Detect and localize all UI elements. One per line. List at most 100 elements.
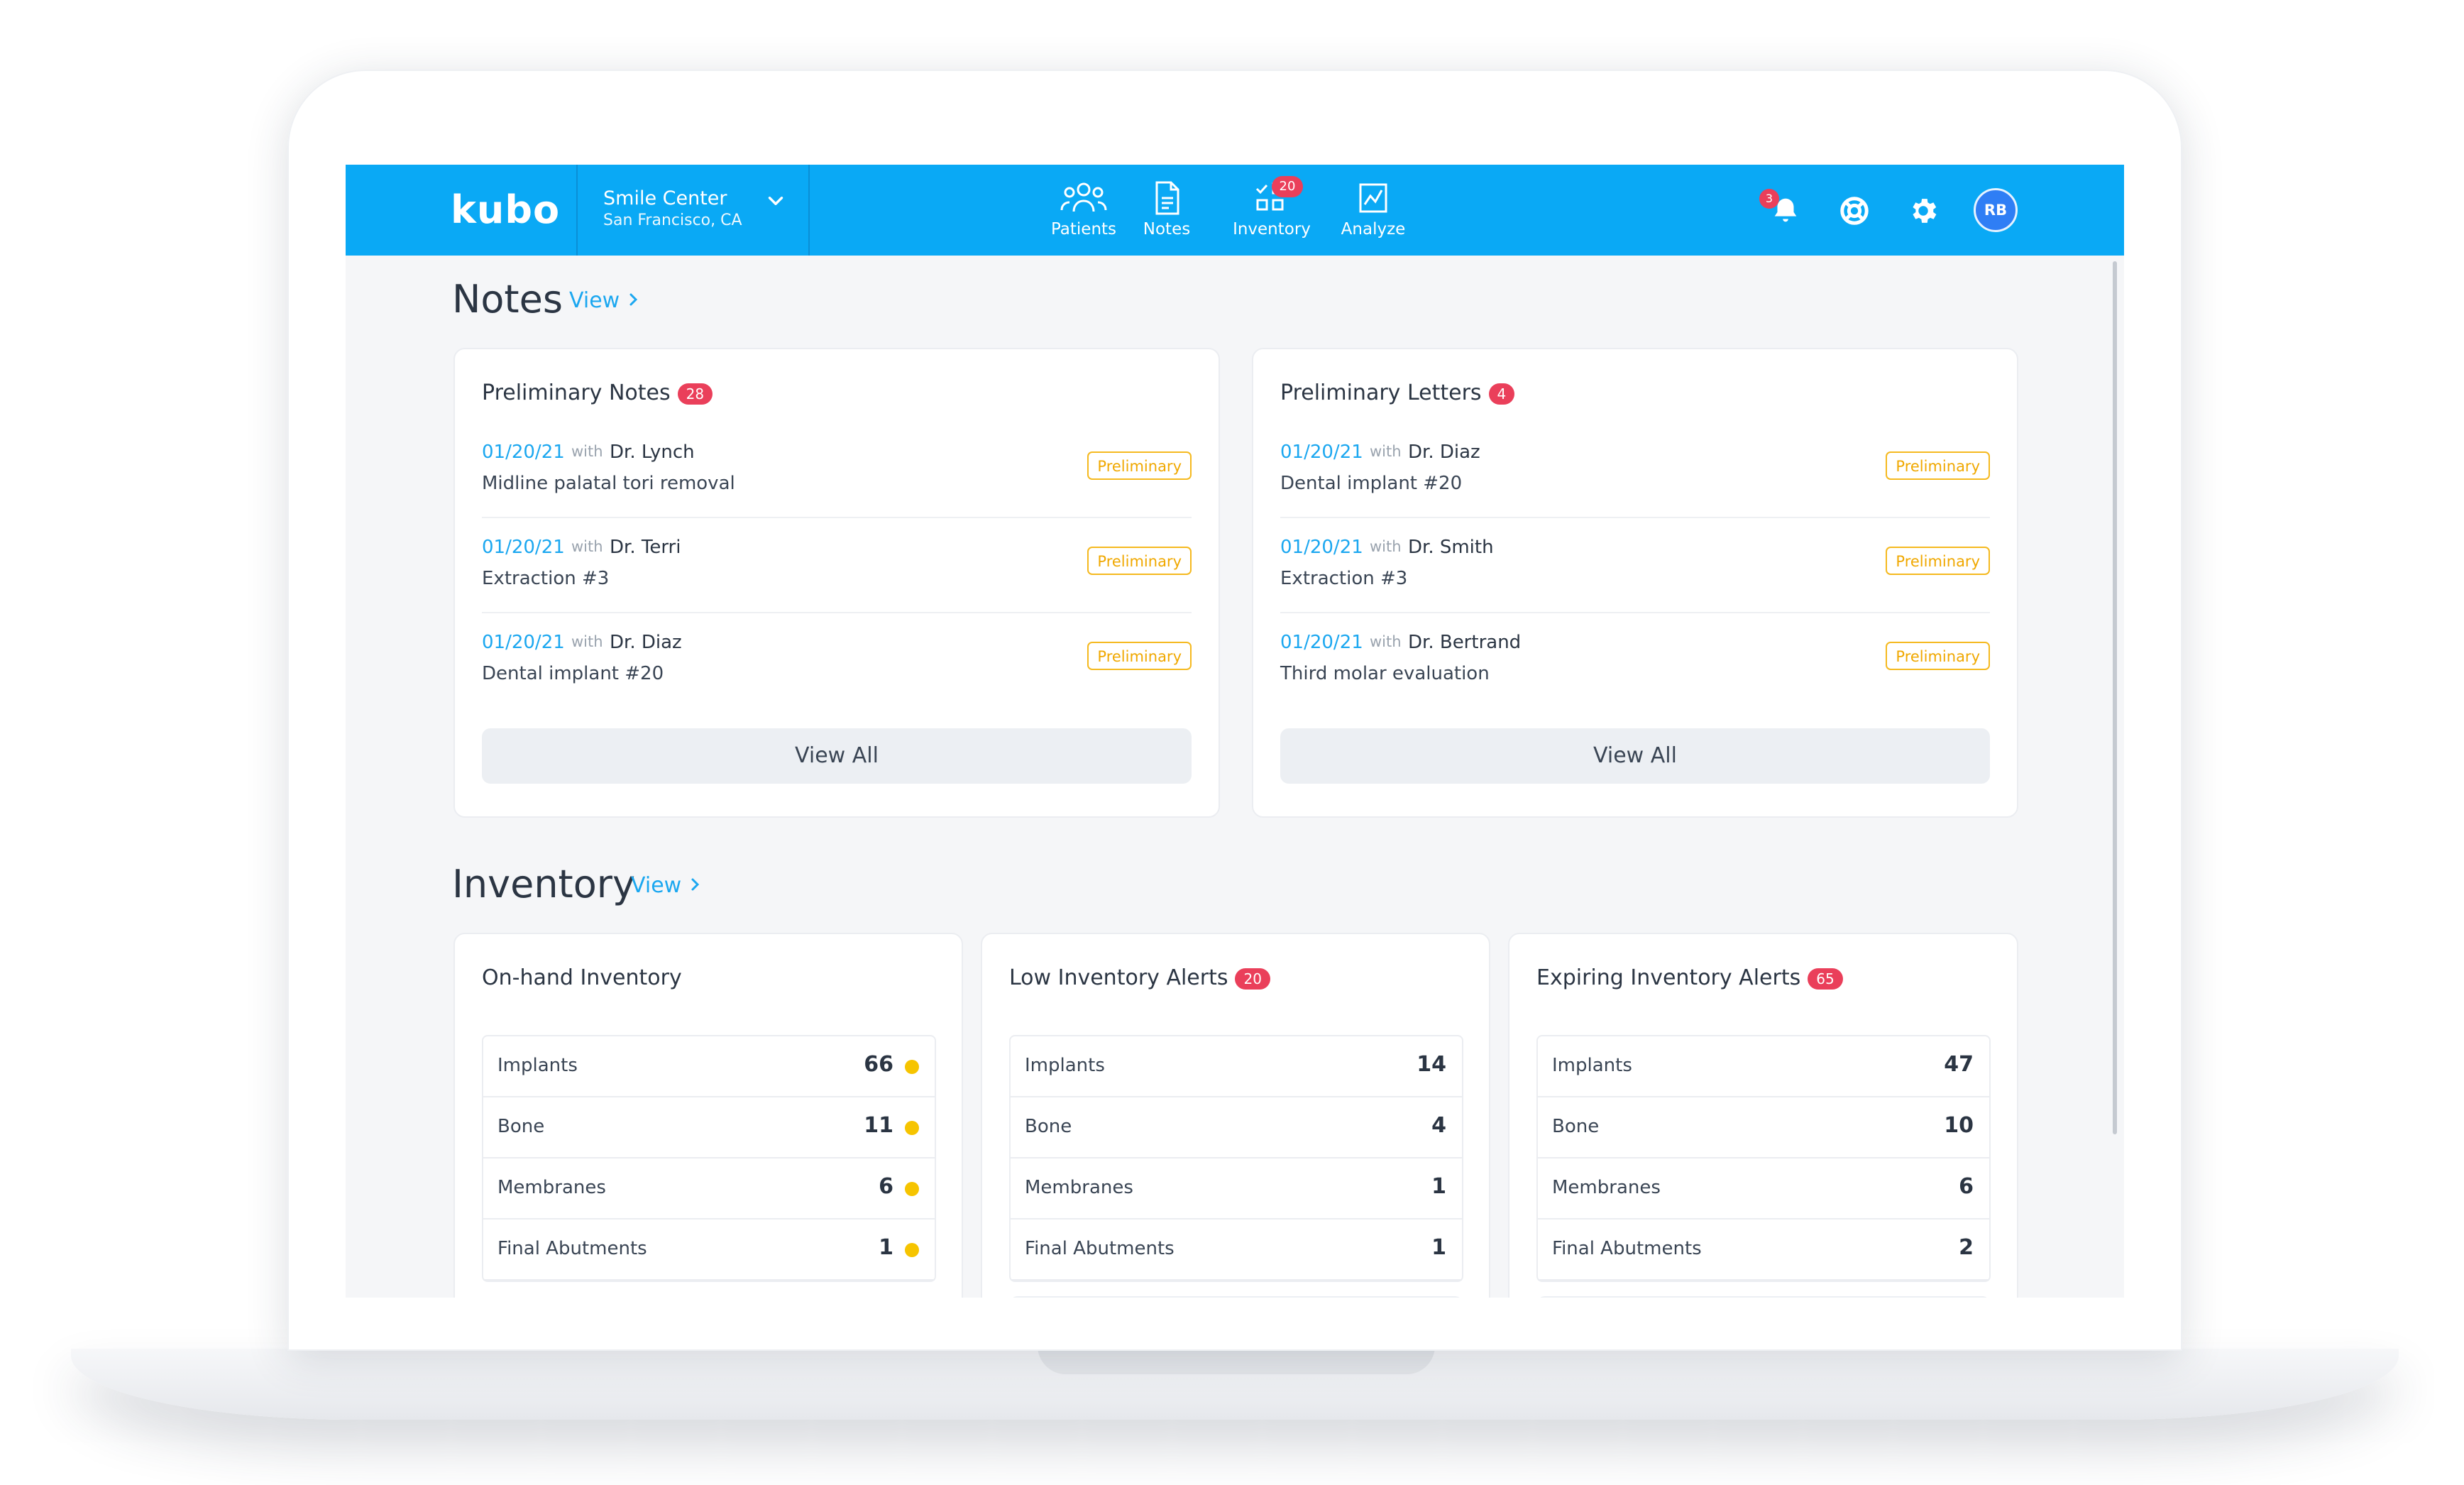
lifebuoy-icon [1840,197,1869,225]
patients-icon [1060,182,1107,212]
low-inventory-badge: 20 [1235,968,1270,990]
inventory-view-link[interactable]: View [631,873,703,898]
inventory-label: Bone [1552,1116,1600,1137]
low-inventory-alerts-card: Low Inventory Alerts 20 Implants 14 Bone … [981,933,1490,1298]
inventory-count: 1 [879,1235,893,1260]
nav-patients-label: Patients [1050,220,1117,239]
inventory-count: 1 [1431,1235,1446,1260]
notes-view-link[interactable]: View [569,288,641,313]
scrollbar[interactable] [2113,261,2117,1134]
clinic-name: Smile Center [603,187,727,209]
gear-icon [1913,199,1937,223]
note-row[interactable]: 01/20/21 with Dr. Diaz Dental implant #2… [482,612,1192,707]
card-title: Low Inventory Alerts 20 [1009,965,1270,990]
chevron-right-icon [691,878,699,891]
expiring-inventory-title: Expiring Inventory Alerts [1536,965,1801,990]
inventory-label: Membranes [1025,1177,1133,1198]
note-with-label: with [571,443,603,460]
clinic-location: San Francisco, CA [603,212,742,229]
note-date: 01/20/21 [482,632,565,653]
inventory-count: 4 [1431,1113,1446,1138]
letter-date: 01/20/21 [1280,537,1363,558]
inventory-label: Implants [1552,1055,1632,1076]
inventory-row[interactable]: Implants 47 [1538,1036,1989,1097]
nav-patients[interactable]: Patients [1045,180,1123,239]
letter-row[interactable]: 01/20/21 with Dr. Bertrand Third molar e… [1280,612,1990,707]
stock-status-dot [905,1060,919,1074]
inventory-row[interactable]: Membranes 6 [483,1158,935,1220]
inventory-label: Bone [497,1116,545,1137]
inventory-count: 2 [1959,1235,1974,1260]
inventory-badge: 20 [1272,176,1303,197]
inventory-row[interactable]: Final Abutments 1 [1011,1220,1462,1281]
letter-doctor: Dr. Smith [1408,537,1494,558]
inventory-row[interactable]: Final Abutments 1 [483,1220,935,1281]
expiring-inventory-badge: 65 [1808,968,1843,990]
analyze-icon [1359,183,1387,213]
view-all-notes-button[interactable]: View All [482,728,1192,784]
inventory-row[interactable]: Membranes 1 [1011,1158,1462,1220]
card-title: Preliminary Notes 28 [482,380,713,405]
preliminary-letters-title: Preliminary Letters [1280,380,1482,405]
notifications-button[interactable]: 3 [1759,189,1802,227]
chevron-right-icon [629,293,637,306]
on-hand-inventory-card: On-hand Inventory Implants 66 Bone 11 Me… [453,933,963,1298]
preliminary-letters-card: Preliminary Letters 4 01/20/21 with Dr. D… [1252,348,2018,818]
inventory-label: Final Abutments [1025,1238,1175,1259]
top-navigation-bar: kubo Smile Center San Francisco, CA Pati… [346,165,2124,256]
inventory-row[interactable]: Membranes 6 [1538,1158,1989,1220]
nav-notes[interactable]: Notes [1138,180,1195,239]
inventory-row[interactable]: Bone 10 [1538,1097,1989,1158]
preliminary-status-badge: Preliminary [1886,547,1990,575]
card-title: Preliminary Letters 4 [1280,380,1515,405]
stock-status-dot [905,1182,919,1196]
letter-doctor: Dr. Bertrand [1408,632,1522,653]
view-all-letters-button[interactable]: View All [1280,728,1990,784]
note-description: Midline palatal tori removal [482,473,735,494]
inventory-row[interactable]: Bone 11 [483,1097,935,1158]
note-doctor: Dr. Lynch [610,442,695,463]
inventory-row[interactable]: Implants 66 [483,1036,935,1097]
preliminary-status-badge: Preliminary [1087,451,1192,480]
inventory-row[interactable]: Implants 14 [1011,1036,1462,1097]
user-avatar[interactable]: RB [1974,188,2018,232]
nav-analyze-label: Analyze [1341,220,1406,239]
inventory-label: Implants [1025,1055,1105,1076]
letter-date: 01/20/21 [1280,632,1363,653]
letter-doctor: Dr. Diaz [1408,442,1480,463]
letter-description: Extraction #3 [1280,568,1408,589]
letter-row[interactable]: 01/20/21 with Dr. Diaz Dental implant #2… [1280,422,1990,518]
inventory-row[interactable]: Final Abutments 2 [1538,1220,1989,1281]
clinic-selector[interactable]: Smile Center San Francisco, CA [576,165,810,256]
note-date: 01/20/21 [482,442,565,463]
low-inventory-title: Low Inventory Alerts [1009,965,1228,990]
kubo-logo[interactable]: kubo [451,187,561,232]
settings-button[interactable] [1907,194,1940,227]
stock-status-dot [905,1121,919,1135]
inventory-count: 14 [1417,1052,1446,1077]
note-description: Extraction #3 [482,568,610,589]
help-button[interactable] [1838,194,1871,227]
app-screen: kubo Smile Center San Francisco, CA Pati… [346,165,2124,1298]
note-row[interactable]: 01/20/21 with Dr. Terri Extraction #3 Pr… [482,517,1192,613]
note-row[interactable]: 01/20/21 with Dr. Lynch Midline palatal … [482,422,1192,518]
nav-inventory[interactable]: 20 Inventory [1229,176,1314,239]
note-with-label: with [571,538,603,555]
note-doctor: Dr. Diaz [610,632,682,653]
preliminary-notes-title: Preliminary Notes [482,380,671,405]
inventory-row[interactable]: Bone 4 [1011,1097,1462,1158]
expiring-inventory-view-all-button[interactable] [1536,1296,1991,1298]
inventory-label: Final Abutments [1552,1238,1702,1259]
inventory-label: Membranes [497,1177,606,1198]
letter-with-label: with [1370,443,1402,460]
letter-row[interactable]: 01/20/21 with Dr. Smith Extraction #3 Pr… [1280,517,1990,613]
bell-icon [1774,198,1797,222]
preliminary-status-badge: Preliminary [1886,451,1990,480]
preliminary-notes-card: Preliminary Notes 28 01/20/21 with Dr. Ly… [453,348,1220,818]
nav-analyze[interactable]: Analyze [1338,180,1409,239]
note-date: 01/20/21 [482,537,565,558]
letter-description: Third molar evaluation [1280,663,1490,684]
inventory-count: 47 [1944,1052,1974,1077]
low-inventory-view-all-button[interactable] [1009,1296,1463,1298]
note-doctor: Dr. Terri [610,537,681,558]
